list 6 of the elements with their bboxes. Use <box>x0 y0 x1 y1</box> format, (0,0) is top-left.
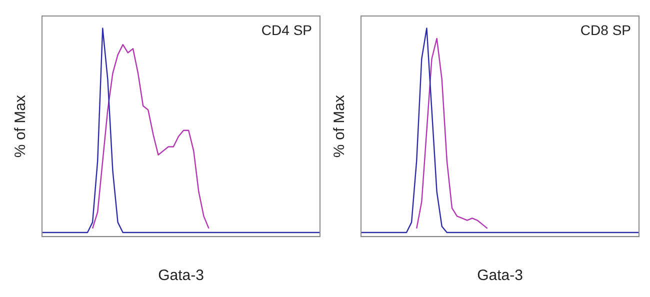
annotation: CD8 SP <box>580 22 631 38</box>
y-axis-title: % of Max <box>331 94 348 158</box>
annotation: CD4 SP <box>261 22 312 38</box>
y-axis-title: % of Max <box>12 94 30 158</box>
x-axis-title: Gata-3 <box>477 267 523 284</box>
x-axis-title: Gata-3 <box>158 267 204 284</box>
